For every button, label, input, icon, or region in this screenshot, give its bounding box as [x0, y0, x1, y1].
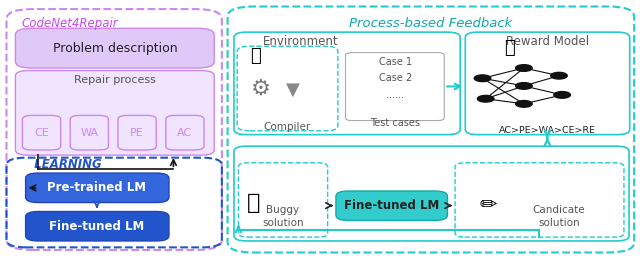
- Text: Test cases: Test cases: [370, 118, 420, 128]
- Circle shape: [516, 100, 532, 107]
- Text: Environment: Environment: [263, 35, 339, 48]
- Text: Case 1: Case 1: [379, 57, 412, 67]
- Text: PE: PE: [131, 128, 144, 138]
- Text: AC: AC: [177, 128, 193, 138]
- Text: 🧑: 🧑: [504, 39, 515, 56]
- Text: Pre-trained LM: Pre-trained LM: [47, 181, 147, 195]
- FancyBboxPatch shape: [336, 191, 447, 220]
- Text: 🐞: 🐞: [246, 192, 260, 213]
- FancyBboxPatch shape: [166, 116, 204, 150]
- Text: Case 2: Case 2: [379, 73, 412, 83]
- FancyBboxPatch shape: [26, 212, 169, 241]
- Text: LEARNING: LEARNING: [26, 157, 110, 171]
- Text: ......: ......: [386, 90, 404, 100]
- Text: Problem description: Problem description: [52, 41, 177, 55]
- Circle shape: [554, 92, 570, 98]
- Circle shape: [516, 65, 532, 71]
- Text: ▼: ▼: [286, 81, 300, 99]
- Text: ✏️: ✏️: [480, 195, 498, 215]
- Circle shape: [550, 72, 567, 79]
- Text: CodeNet4Repair: CodeNet4Repair: [22, 17, 118, 30]
- Text: Process-based Feedback: Process-based Feedback: [349, 17, 513, 30]
- Text: Compiler: Compiler: [263, 123, 310, 132]
- Text: Fine-tuned LM: Fine-tuned LM: [49, 220, 145, 233]
- FancyBboxPatch shape: [465, 32, 630, 135]
- Circle shape: [474, 75, 491, 82]
- Text: ⚙: ⚙: [252, 78, 271, 98]
- Text: CE: CE: [34, 128, 49, 138]
- FancyBboxPatch shape: [15, 28, 214, 68]
- FancyBboxPatch shape: [22, 116, 61, 150]
- Circle shape: [477, 95, 494, 102]
- Circle shape: [516, 83, 532, 89]
- Text: WA: WA: [81, 128, 99, 138]
- Text: Fine-tuned LM: Fine-tuned LM: [344, 199, 440, 212]
- FancyBboxPatch shape: [15, 70, 214, 155]
- FancyBboxPatch shape: [234, 146, 629, 241]
- FancyBboxPatch shape: [118, 116, 156, 150]
- Text: Candicate
solution: Candicate solution: [532, 205, 585, 228]
- Text: Repair process: Repair process: [74, 75, 156, 84]
- FancyBboxPatch shape: [234, 32, 460, 135]
- Text: Buggy
solution: Buggy solution: [262, 205, 304, 228]
- FancyBboxPatch shape: [70, 116, 108, 150]
- FancyBboxPatch shape: [346, 53, 444, 120]
- Text: 🌍: 🌍: [250, 47, 260, 66]
- FancyBboxPatch shape: [26, 173, 169, 203]
- Text: AC>PE>WA>CE>RE: AC>PE>WA>CE>RE: [499, 126, 596, 135]
- Text: Reward Model: Reward Model: [506, 35, 589, 48]
